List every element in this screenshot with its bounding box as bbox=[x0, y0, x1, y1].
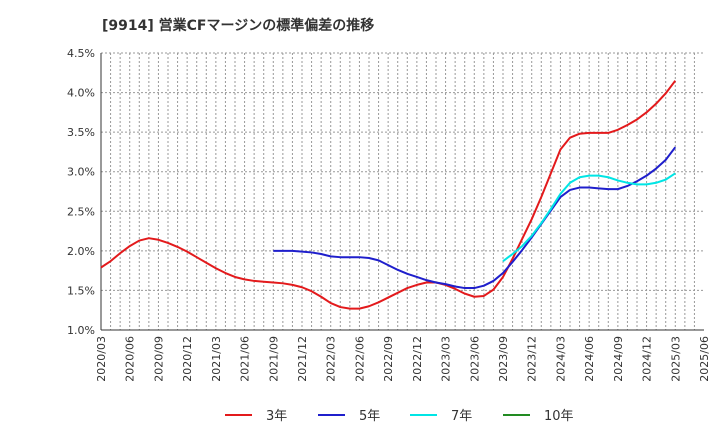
y-tick-label: 2.5% bbox=[67, 205, 95, 218]
series-line-2 bbox=[273, 146, 677, 290]
y-tick-label: 3.5% bbox=[67, 126, 95, 139]
x-tick-label: 2023/12 bbox=[526, 336, 539, 382]
y-tick-label: 4.0% bbox=[67, 87, 95, 100]
x-tick-label: 2021/06 bbox=[239, 336, 252, 382]
y-axis: 1.0% 1.5% 2.0% 2.5% 3.0% 3.5% 4.0% 4.5% bbox=[67, 47, 95, 337]
legend-label-2: 5年 bbox=[359, 409, 380, 424]
y-tick-label: 1.0% bbox=[67, 324, 95, 337]
y-tick-label: 2.0% bbox=[67, 245, 95, 258]
y-tick-label: 4.5% bbox=[67, 47, 95, 60]
legend: 3年 5年 7年 10年 bbox=[225, 409, 574, 424]
x-tick-label: 2020/09 bbox=[152, 336, 165, 382]
x-tick-label: 2024/12 bbox=[641, 336, 654, 382]
series-line-1 bbox=[100, 80, 677, 310]
chart-title: [9914] 営業CFマージンの標準偏差の推移 bbox=[102, 17, 374, 34]
x-tick-label: 2023/03 bbox=[440, 336, 453, 382]
x-axis: 2020/03 2020/06 2020/09 2020/12 2021/03 2021/… bbox=[95, 336, 711, 382]
x-tick-label: 2025/06 bbox=[698, 336, 711, 382]
plot-background bbox=[101, 53, 704, 330]
x-tick-label: 2022/09 bbox=[382, 336, 395, 382]
legend-label-4: 10年 bbox=[544, 409, 574, 424]
x-tick-label: 2024/06 bbox=[583, 336, 596, 382]
plot-area bbox=[100, 52, 704, 331]
y-tick-label: 1.5% bbox=[67, 284, 95, 297]
y-tick-label: 3.0% bbox=[67, 166, 95, 179]
x-tick-label: 2021/12 bbox=[296, 336, 309, 382]
x-tick-label: 2023/06 bbox=[468, 336, 481, 382]
legend-label-3: 7年 bbox=[451, 409, 472, 424]
x-tick-label: 2021/03 bbox=[210, 336, 223, 382]
x-tick-label: 2025/03 bbox=[669, 336, 682, 382]
x-tick-label: 2022/12 bbox=[411, 336, 424, 382]
x-tick-label: 2023/09 bbox=[497, 336, 510, 382]
x-tick-label: 2020/12 bbox=[181, 336, 194, 382]
series-layer bbox=[100, 80, 677, 310]
x-tick-label: 2020/03 bbox=[95, 336, 108, 382]
x-tick-label: 2024/09 bbox=[612, 336, 625, 382]
x-tick-label: 2022/03 bbox=[325, 336, 338, 382]
x-tick-label: 2020/06 bbox=[124, 336, 137, 382]
legend-label-1: 3年 bbox=[266, 409, 287, 424]
series-line-3 bbox=[502, 172, 676, 262]
x-tick-label: 2024/03 bbox=[554, 336, 567, 382]
x-tick-label: 2022/06 bbox=[353, 336, 366, 382]
x-tick-label: 2021/09 bbox=[267, 336, 280, 382]
